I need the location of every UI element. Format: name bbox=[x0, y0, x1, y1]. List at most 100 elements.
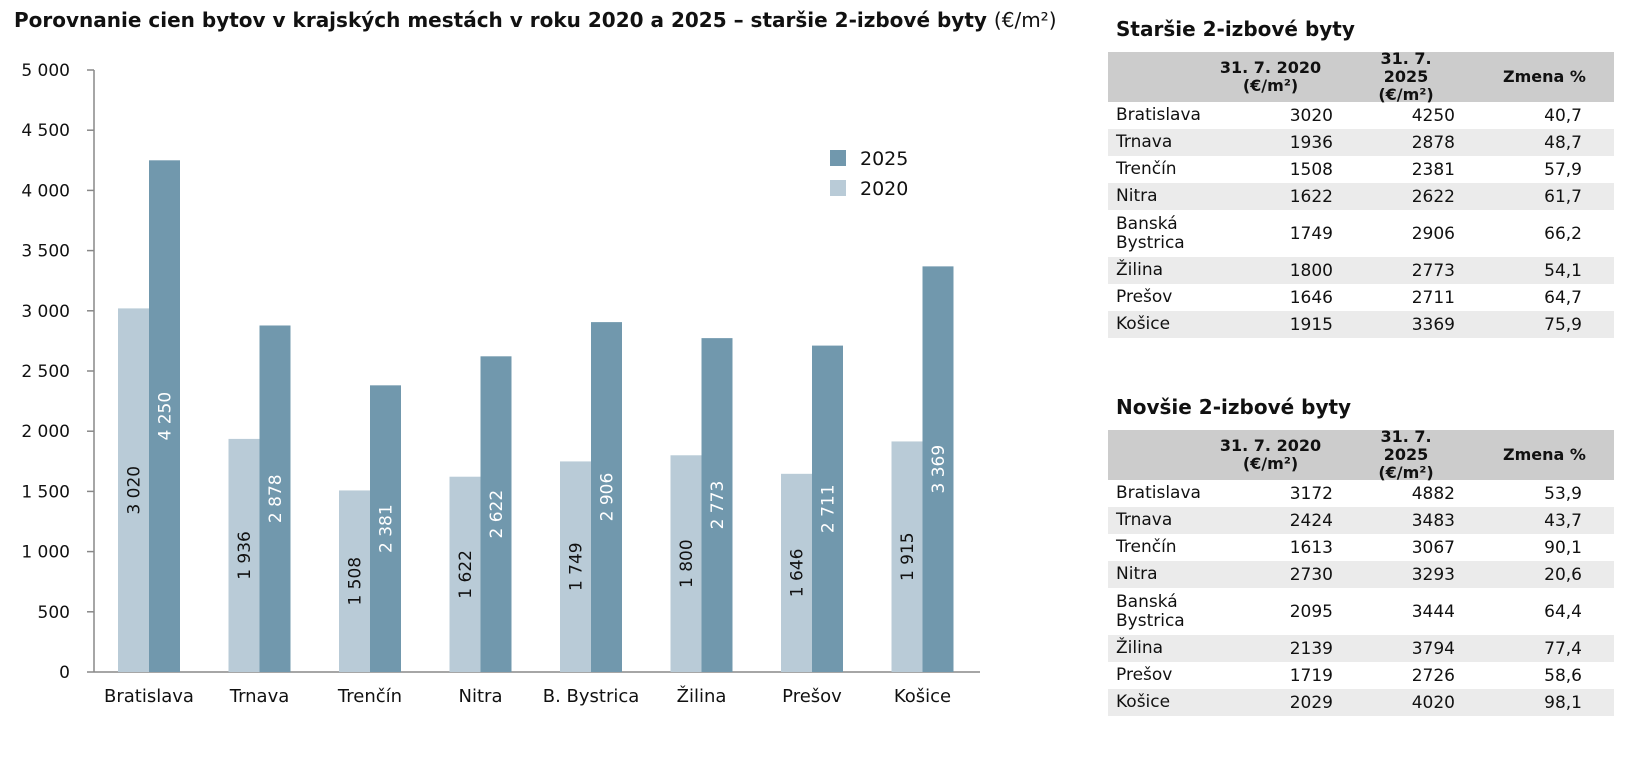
table-row: Košice 1915 3369 75,9 bbox=[1108, 311, 1614, 338]
table-row-city: Nitra bbox=[1116, 564, 1158, 584]
bar-2020 bbox=[560, 461, 591, 672]
x-category-label: Bratislava bbox=[104, 686, 194, 707]
table-row-city: Trenčín bbox=[1116, 537, 1177, 557]
table-row: Banská Bystrica 1749 2906 66,2 bbox=[1108, 210, 1614, 257]
table-title: Novšie 2-izbové byty bbox=[1116, 395, 1352, 419]
data-table: 31. 7. 2020 (€/m²) 31. 7. 2025 (€/m²) Zmen… bbox=[1108, 50, 1614, 338]
legend-swatch-2025 bbox=[830, 150, 846, 166]
table-cell: 1749 bbox=[1289, 223, 1333, 244]
bar-value-label: 2 878 bbox=[266, 474, 286, 523]
table-cell: 1915 bbox=[1289, 314, 1333, 335]
bar-value-label: 1 915 bbox=[898, 532, 918, 581]
table-row-city: Prešov bbox=[1116, 287, 1173, 307]
bar-2020 bbox=[228, 438, 260, 672]
table-row: Bratislava 3020 4250 40,7 bbox=[1108, 102, 1614, 129]
table-row-city: Nitra bbox=[1116, 186, 1158, 206]
y-tick-label: 1 500 bbox=[21, 482, 70, 502]
table-header-row: 31. 7. 2020 (€/m²) 31. 7. 2025 (€/m²) Zmen… bbox=[1108, 427, 1614, 482]
bar-2020 bbox=[339, 490, 370, 672]
table-cell: 75,9 bbox=[1544, 314, 1582, 335]
table-cell: 1622 bbox=[1289, 186, 1333, 207]
table-row-city: Banská Bystrica bbox=[1116, 213, 1185, 253]
table-title: Staršie 2-izbové byty bbox=[1116, 17, 1355, 41]
table-cell: 66,2 bbox=[1544, 223, 1582, 244]
table-header-cell: 31. 7. 2020 (€/m²) bbox=[1219, 436, 1322, 473]
bar-value-label: 1 622 bbox=[456, 550, 476, 599]
table-cell: 3483 bbox=[1411, 510, 1455, 531]
y-tick-label: 2 500 bbox=[21, 362, 70, 382]
bar-value-label: 2 906 bbox=[598, 473, 618, 522]
table-row: Trnava 1936 2878 48,7 bbox=[1108, 129, 1614, 156]
table-row-city: Bratislava bbox=[1116, 105, 1201, 125]
bar-2025 bbox=[370, 385, 401, 672]
bar-2025 bbox=[922, 266, 954, 672]
bar-2025 bbox=[591, 322, 622, 672]
bar-2020 bbox=[670, 455, 702, 672]
table-row: Nitra 2730 3293 20,6 bbox=[1108, 561, 1614, 588]
table-cell: 2773 bbox=[1411, 260, 1455, 281]
table-cell: 64,4 bbox=[1544, 601, 1582, 622]
table-row: Košice 2029 4020 98,1 bbox=[1108, 689, 1614, 716]
table-header-cell: Zmena % bbox=[1503, 67, 1586, 86]
y-tick-label: 2 000 bbox=[21, 422, 70, 442]
table-cell: 2726 bbox=[1411, 665, 1455, 686]
table-cell: 48,7 bbox=[1544, 132, 1582, 153]
bar-value-label: 1 936 bbox=[235, 531, 255, 580]
table-row-city: Prešov bbox=[1116, 665, 1173, 685]
table-cell: 64,7 bbox=[1544, 287, 1582, 308]
bars: 3 020 4 250 1 936 2 878 1 508 2 381 1 622 2 622… bbox=[118, 160, 954, 673]
table-header-cell: 31. 7. 2025 (€/m²) bbox=[1378, 427, 1434, 482]
x-category-label: Prešov bbox=[782, 686, 842, 707]
chart-title-main: Porovnanie cien bytov v krajských mestác… bbox=[14, 8, 987, 32]
table-row-city: Banská Bystrica bbox=[1116, 591, 1185, 631]
table-cell: 2029 bbox=[1289, 692, 1333, 713]
bar-value-label: 3 369 bbox=[929, 445, 949, 494]
table-row: Žilina 1800 2773 54,1 bbox=[1108, 257, 1614, 284]
bar-2020 bbox=[781, 473, 812, 672]
x-category-label: Košice bbox=[894, 686, 951, 707]
bar-chart: 0 500 1 000 1 500 2 000 2 500 3 000 3 500 4 000 4… bbox=[21, 61, 980, 707]
bar-value-label: 2 711 bbox=[819, 484, 839, 533]
y-tick-label: 1 000 bbox=[21, 543, 70, 563]
x-category-label: Trenčín bbox=[337, 686, 402, 707]
bar-2020 bbox=[449, 476, 481, 672]
bar-value-label: 2 622 bbox=[487, 490, 507, 539]
chart-title-unit: (€/m²) bbox=[993, 8, 1057, 32]
table-row-city: Trnava bbox=[1116, 510, 1173, 530]
bar-2020 bbox=[891, 441, 923, 672]
table-cell: 2424 bbox=[1289, 510, 1333, 531]
table-cell: 2906 bbox=[1411, 223, 1455, 244]
table-cell: 3067 bbox=[1411, 537, 1455, 558]
table-cell: 1719 bbox=[1289, 665, 1333, 686]
table-row: Prešov 1646 2711 64,7 bbox=[1108, 284, 1614, 311]
table-cell: 2622 bbox=[1411, 186, 1455, 207]
bar-2025 bbox=[701, 338, 733, 672]
table-cell: 61,7 bbox=[1544, 186, 1582, 207]
table-row: Banská Bystrica 2095 3444 64,4 bbox=[1108, 588, 1614, 635]
y-tick-label: 0 bbox=[59, 663, 70, 683]
table-cell: 90,1 bbox=[1544, 537, 1582, 558]
table-header-cell: Zmena % bbox=[1503, 445, 1586, 464]
legend-label-2025: 2025 bbox=[860, 148, 908, 170]
table-cell: 2878 bbox=[1411, 132, 1455, 153]
y-tick-label: 3 000 bbox=[21, 302, 70, 322]
table-cell: 54,1 bbox=[1544, 260, 1582, 281]
bar-value-label: 2 381 bbox=[377, 504, 397, 553]
table-cell: 3293 bbox=[1411, 564, 1455, 585]
table-cell: 98,1 bbox=[1544, 692, 1582, 713]
table-header-cell: 31. 7. 2020 (€/m²) bbox=[1219, 58, 1322, 95]
table-row: Prešov 1719 2726 58,6 bbox=[1108, 662, 1614, 689]
category-labels: Bratislava Trnava Trenčín Nitra B. Bystrica Ž… bbox=[104, 685, 951, 707]
y-tick-label: 4 000 bbox=[21, 181, 70, 201]
table-row: Trenčín 1613 3067 90,1 bbox=[1108, 534, 1614, 561]
y-tick-label: 4 500 bbox=[21, 121, 70, 141]
x-category-label: Žilina bbox=[677, 685, 727, 707]
bar-2025 bbox=[812, 345, 843, 672]
table-cell: 4020 bbox=[1411, 692, 1455, 713]
table-cell: 1646 bbox=[1289, 287, 1333, 308]
bar-value-label: 1 749 bbox=[567, 542, 587, 591]
table-older-apartments: Staršie 2-izbové byty 31. 7. 2020 (€/m²)… bbox=[1108, 14, 1614, 338]
table-cell: 2730 bbox=[1289, 564, 1333, 585]
table-cell: 3794 bbox=[1411, 638, 1455, 659]
table-cell: 4250 bbox=[1411, 105, 1455, 126]
